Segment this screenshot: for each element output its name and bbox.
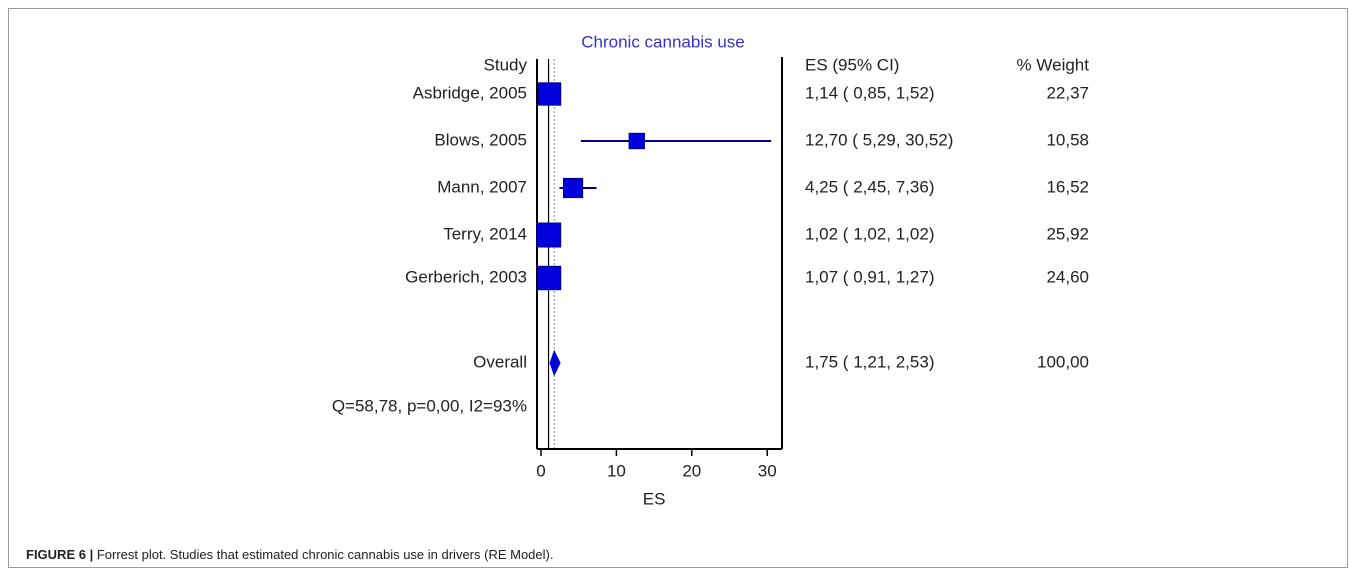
forest-plot: Chronic cannabis use Study ES (95% CI) % We…	[332, 32, 1090, 508]
chart-title: Chronic cannabis use	[581, 32, 744, 51]
weight-value: 24,60	[1046, 267, 1089, 286]
effect-marker	[537, 82, 562, 106]
x-axis-label: ES	[643, 489, 666, 508]
figure-caption: FIGURE 6 | Forrest plot. Studies that es…	[26, 547, 553, 562]
overall-es-ci-value: 1,75 ( 1,21, 2,53)	[805, 352, 934, 371]
effect-marker	[536, 265, 562, 291]
study-label: Mann, 2007	[437, 177, 527, 196]
overall-diamond	[549, 349, 561, 377]
effect-marker	[536, 222, 562, 248]
study-label: Gerberich, 2003	[405, 267, 527, 286]
weight-value: 10,58	[1046, 130, 1089, 149]
caption-label: FIGURE 6 |	[26, 547, 94, 562]
overall-label: Overall	[473, 352, 527, 371]
study-label: Blows, 2005	[434, 130, 527, 149]
caption-text: Forrest plot. Studies that estimated chr…	[93, 547, 554, 562]
es-ci-value: 12,70 ( 5,29, 30,52)	[805, 130, 953, 149]
weight-value: 25,92	[1046, 224, 1089, 243]
header-study: Study	[484, 55, 528, 74]
x-tick-label: 0	[536, 461, 545, 480]
es-ci-value: 1,14 ( 0,85, 1,52)	[805, 83, 934, 102]
header-weight: % Weight	[1017, 55, 1090, 74]
x-tick-label: 20	[682, 461, 701, 480]
es-ci-value: 1,02 ( 1,02, 1,02)	[805, 224, 934, 243]
x-tick-label: 10	[607, 461, 626, 480]
weight-value: 22,37	[1046, 83, 1089, 102]
x-tick-label: 30	[758, 461, 777, 480]
effect-marker	[562, 177, 584, 199]
study-label: Terry, 2014	[443, 224, 527, 243]
weight-value: 16,52	[1046, 177, 1089, 196]
heterogeneity-stats: Q=58,78, p=0,00, I2=93%	[332, 396, 527, 415]
overall-weight-value: 100,00	[1037, 352, 1089, 371]
header-es-ci: ES (95% CI)	[805, 55, 899, 74]
figure-frame: Chronic cannabis use Study ES (95% CI) % We…	[8, 8, 1348, 568]
study-label: Asbridge, 2005	[413, 83, 527, 102]
effect-marker	[628, 132, 645, 150]
es-ci-value: 4,25 ( 2,45, 7,36)	[805, 177, 934, 196]
es-ci-value: 1,07 ( 0,91, 1,27)	[805, 267, 934, 286]
